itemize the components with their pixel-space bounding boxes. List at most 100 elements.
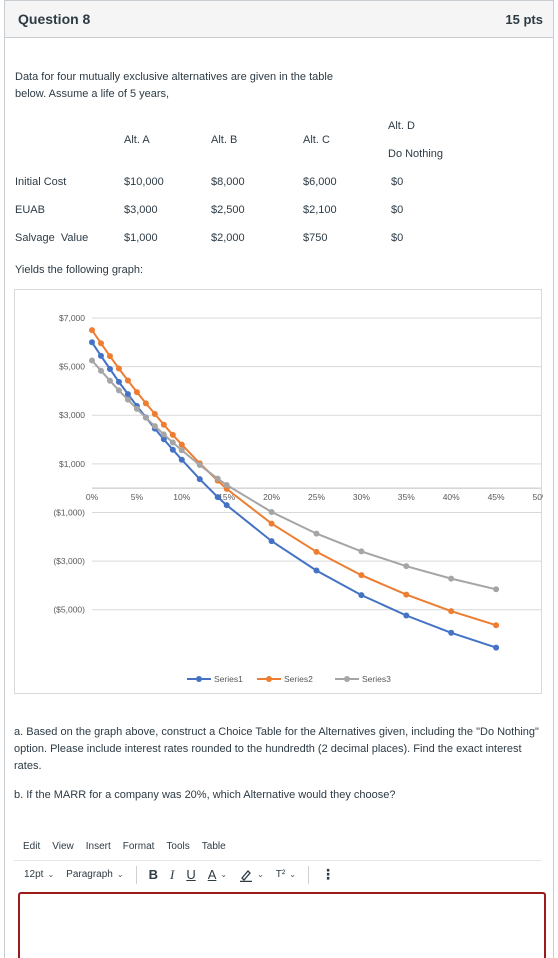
question-intro: Data for four mutually exclusive alterna… bbox=[15, 69, 375, 103]
data-point bbox=[448, 608, 455, 615]
chevron-down-icon: ⌄ bbox=[116, 870, 124, 879]
chevron-down-icon: ⌄ bbox=[289, 870, 296, 879]
x-tick-label: 40% bbox=[443, 492, 460, 502]
more-options-icon[interactable]: ⋮ bbox=[320, 866, 335, 882]
data-point bbox=[196, 462, 203, 469]
data-point bbox=[313, 530, 320, 537]
superscript-button[interactable]: T² ⌄ bbox=[276, 869, 296, 880]
data-point bbox=[493, 644, 500, 651]
x-tick-label: 45% bbox=[488, 492, 505, 502]
underline-button[interactable]: U bbox=[186, 867, 196, 882]
data-point bbox=[358, 548, 365, 555]
data-point bbox=[160, 421, 167, 428]
y-tick-label: ($5,000) bbox=[53, 605, 85, 615]
block-format-select[interactable]: Paragraph ⌄ bbox=[66, 869, 123, 880]
block-format-value: Paragraph bbox=[66, 869, 113, 880]
toolbar-divider bbox=[307, 865, 309, 884]
data-point bbox=[178, 441, 185, 448]
cell-d-euab: $0 bbox=[391, 204, 404, 216]
question-card: Question 8 15 pts bbox=[4, 0, 554, 958]
data-point bbox=[89, 339, 95, 346]
y-tick-label: $3,000 bbox=[59, 410, 85, 420]
font-size-select[interactable]: 12pt ⌄ bbox=[24, 869, 54, 880]
series-line-1 bbox=[91, 341, 497, 649]
italic-button[interactable]: I bbox=[169, 866, 175, 882]
data-point bbox=[313, 548, 320, 555]
series-line-2 bbox=[91, 329, 497, 627]
data-point bbox=[97, 352, 104, 359]
cell-d-salvage: $0 bbox=[391, 232, 404, 244]
pw-chart: $7,000 $5,000 $3,000 $1,000 ($1,000) ($3,000)… bbox=[14, 289, 543, 694]
cell-a-salvage: $1,000 bbox=[124, 232, 158, 244]
x-tick-label: 35% bbox=[398, 492, 415, 502]
data-point bbox=[115, 387, 122, 394]
data-point bbox=[178, 456, 185, 463]
x-tick-label: 5% bbox=[131, 492, 144, 502]
data-point bbox=[448, 629, 455, 636]
header-alt-a: Alt. A bbox=[124, 134, 150, 146]
legend-marker bbox=[196, 676, 202, 682]
data-point bbox=[403, 591, 410, 598]
highlighter-icon bbox=[240, 869, 253, 882]
highlight-color-button[interactable]: ⌄ bbox=[239, 868, 264, 882]
header-alt-c: Alt. C bbox=[303, 134, 330, 146]
cell-a-euab: $3,000 bbox=[124, 204, 158, 216]
data-point bbox=[223, 481, 230, 488]
text-color-button[interactable]: A ⌄ bbox=[208, 867, 227, 882]
cell-b-euab: $2,500 bbox=[211, 204, 245, 216]
menu-insert[interactable]: Insert bbox=[85, 840, 111, 852]
x-tick-label: 30% bbox=[353, 492, 370, 502]
data-point bbox=[106, 353, 113, 360]
x-tick-label: 0% bbox=[86, 492, 99, 502]
part-a-text: a. Based on the graph above, construct a… bbox=[14, 726, 539, 772]
x-tick-label: 50% bbox=[532, 492, 543, 502]
cell-c-euab: $2,100 bbox=[303, 204, 337, 216]
data-point bbox=[160, 436, 167, 443]
data-point bbox=[106, 377, 113, 384]
legend-label: Series2 bbox=[284, 674, 313, 684]
data-point bbox=[493, 586, 500, 593]
question-points: 15 pts bbox=[505, 11, 543, 27]
chevron-down-icon: ⌄ bbox=[257, 870, 264, 879]
x-tick-label: 15% bbox=[218, 492, 235, 502]
data-point bbox=[89, 327, 95, 334]
y-tick-label: ($3,000) bbox=[53, 556, 85, 566]
data-point bbox=[97, 340, 104, 347]
cell-b-initial: $8,000 bbox=[211, 176, 245, 188]
menu-table[interactable]: Table bbox=[201, 840, 226, 852]
cell-d-initial: $0 bbox=[391, 176, 404, 188]
menu-tools[interactable]: Tools bbox=[166, 840, 190, 852]
row-label-salvage: Salvage Value bbox=[15, 232, 89, 244]
data-point bbox=[160, 431, 167, 438]
y-tick-label: $5,000 bbox=[59, 362, 85, 372]
menu-edit[interactable]: Edit bbox=[23, 840, 41, 852]
bold-button[interactable]: B bbox=[148, 867, 158, 882]
x-tick-label: 10% bbox=[173, 492, 190, 502]
row-label-euab: EUAB bbox=[15, 204, 45, 216]
data-point bbox=[214, 475, 221, 482]
row-label-initial-cost: Initial Cost bbox=[15, 176, 67, 188]
answer-editor[interactable] bbox=[18, 892, 546, 958]
data-point bbox=[142, 400, 149, 407]
header-alt-d-sub: Do Nothing bbox=[388, 148, 444, 160]
cell-c-salvage: $750 bbox=[303, 232, 328, 244]
toolbar-divider bbox=[135, 865, 137, 884]
question-header: Question 8 15 pts bbox=[5, 1, 553, 38]
cell-b-salvage: $2,000 bbox=[211, 232, 245, 244]
data-point bbox=[115, 378, 122, 385]
header-alt-b: Alt. B bbox=[211, 134, 238, 146]
data-point bbox=[493, 622, 500, 629]
data-point bbox=[313, 567, 320, 574]
menu-format[interactable]: Format bbox=[122, 840, 155, 852]
data-point bbox=[268, 520, 275, 527]
cell-a-initial: $10,000 bbox=[124, 176, 164, 188]
legend-label: Series1 bbox=[214, 674, 243, 684]
data-point bbox=[169, 439, 176, 446]
data-point bbox=[268, 538, 275, 545]
data-point bbox=[97, 367, 104, 374]
x-tick-label: 25% bbox=[308, 492, 325, 502]
y-tick-label: $1,000 bbox=[59, 459, 85, 469]
data-point bbox=[142, 414, 149, 421]
menu-view[interactable]: View bbox=[52, 840, 74, 852]
data-point bbox=[358, 572, 365, 579]
